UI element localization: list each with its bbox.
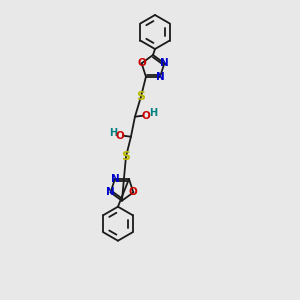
Text: N: N [156,72,164,82]
Text: O: O [129,188,138,197]
Text: O: O [142,111,150,121]
Text: N: N [160,58,169,68]
Text: O: O [137,58,146,68]
Text: H: H [109,128,117,138]
Text: S: S [136,90,146,103]
Text: H: H [149,108,157,118]
Text: O: O [116,131,124,141]
Text: N: N [110,174,119,184]
Text: S: S [122,150,130,163]
Text: N: N [106,188,115,197]
